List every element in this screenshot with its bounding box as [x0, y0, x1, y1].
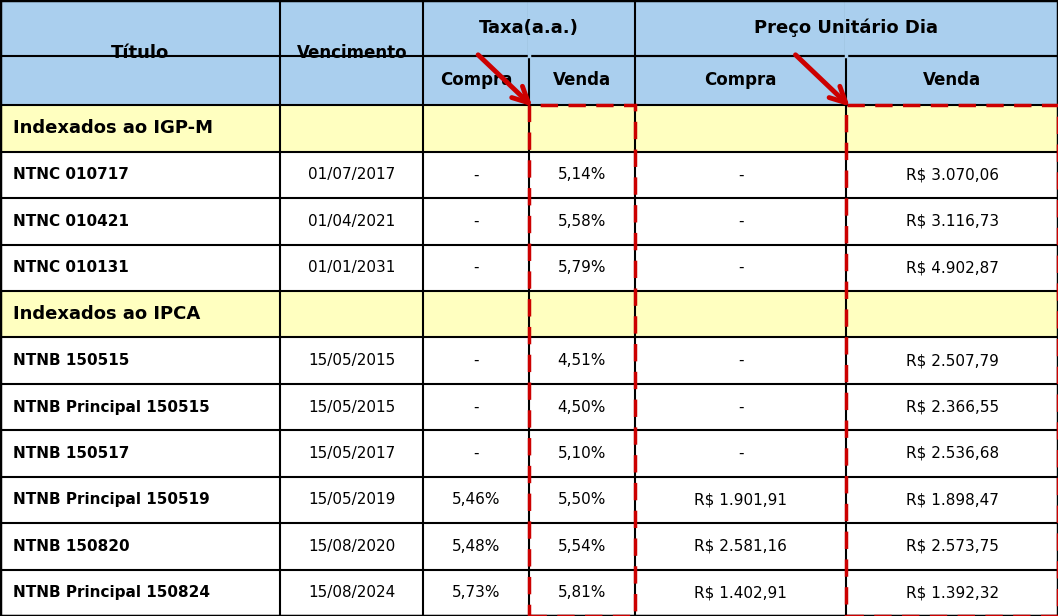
Bar	[0, 105, 1058, 152]
Bar	[0, 570, 1058, 616]
Text: Taxa(a.a.): Taxa(a.a.)	[479, 19, 579, 37]
Text: R$ 3.116,73: R$ 3.116,73	[906, 214, 999, 229]
Text: NTNC 010717: NTNC 010717	[13, 168, 129, 182]
Text: Indexados ao IPCA: Indexados ao IPCA	[13, 305, 200, 323]
Text: 01/04/2021: 01/04/2021	[308, 214, 396, 229]
Text: 5,81%: 5,81%	[558, 585, 606, 600]
Bar	[0, 55, 1058, 105]
Text: NTNB 150517: NTNB 150517	[13, 446, 129, 461]
Text: Preço Unitário Dia: Preço Unitário Dia	[754, 18, 938, 37]
Bar	[846, 105, 1058, 616]
Bar	[0, 430, 1058, 477]
Text: -: -	[737, 260, 744, 275]
Text: -: -	[737, 353, 744, 368]
Text: NTNB Principal 150519: NTNB Principal 150519	[13, 492, 209, 508]
Text: -: -	[473, 260, 479, 275]
Bar	[0, 291, 1058, 338]
Text: 5,14%: 5,14%	[558, 168, 606, 182]
Text: NTNB 150820: NTNB 150820	[13, 539, 129, 554]
Text: 5,58%: 5,58%	[558, 214, 606, 229]
Bar	[0, 198, 1058, 245]
Text: R$ 1.898,47: R$ 1.898,47	[906, 492, 999, 508]
Bar	[0, 245, 1058, 291]
Text: 5,50%: 5,50%	[558, 492, 606, 508]
Text: Vencimento: Vencimento	[296, 44, 407, 62]
Text: Venda: Venda	[553, 71, 610, 89]
Text: 5,79%: 5,79%	[558, 260, 606, 275]
Text: 5,46%: 5,46%	[452, 492, 500, 508]
Text: 5,54%: 5,54%	[558, 539, 606, 554]
Text: -: -	[473, 446, 479, 461]
Bar	[0, 384, 1058, 430]
Text: 4,50%: 4,50%	[558, 400, 606, 415]
Text: -: -	[473, 168, 479, 182]
Text: NTNB Principal 150824: NTNB Principal 150824	[13, 585, 209, 600]
Text: -: -	[737, 214, 744, 229]
Text: 5,48%: 5,48%	[452, 539, 500, 554]
Bar	[0, 523, 1058, 570]
Text: 01/07/2017: 01/07/2017	[308, 168, 396, 182]
Text: 5,10%: 5,10%	[558, 446, 606, 461]
Text: R$ 2.507,79: R$ 2.507,79	[906, 353, 999, 368]
Bar	[0, 338, 1058, 384]
Text: Venda: Venda	[924, 71, 981, 89]
Text: -: -	[737, 400, 744, 415]
Text: R$ 2.573,75: R$ 2.573,75	[906, 539, 999, 554]
Text: R$ 2.536,68: R$ 2.536,68	[906, 446, 999, 461]
Text: NTNB Principal 150515: NTNB Principal 150515	[13, 400, 209, 415]
Text: Compra: Compra	[440, 71, 512, 89]
Text: 15/05/2015: 15/05/2015	[308, 400, 396, 415]
Text: R$ 2.581,16: R$ 2.581,16	[694, 539, 787, 554]
Text: Indexados ao IGP-M: Indexados ao IGP-M	[13, 120, 213, 137]
Text: R$ 1.392,32: R$ 1.392,32	[906, 585, 999, 600]
Text: 4,51%: 4,51%	[558, 353, 606, 368]
Text: -: -	[473, 214, 479, 229]
Text: -: -	[473, 400, 479, 415]
Text: Compra: Compra	[705, 71, 777, 89]
Text: -: -	[473, 353, 479, 368]
Text: -: -	[737, 446, 744, 461]
Text: R$ 2.366,55: R$ 2.366,55	[906, 400, 999, 415]
Text: 5,73%: 5,73%	[452, 585, 500, 600]
Bar	[0, 477, 1058, 523]
Text: 15/05/2019: 15/05/2019	[308, 492, 396, 508]
Text: R$ 4.902,87: R$ 4.902,87	[906, 260, 999, 275]
Text: 15/08/2020: 15/08/2020	[308, 539, 396, 554]
Bar	[529, 105, 635, 616]
Text: NTNC 010131: NTNC 010131	[13, 260, 128, 275]
Text: 15/05/2015: 15/05/2015	[308, 353, 396, 368]
Text: 15/05/2017: 15/05/2017	[308, 446, 396, 461]
Text: R$ 1.901,91: R$ 1.901,91	[694, 492, 787, 508]
Text: 15/08/2024: 15/08/2024	[308, 585, 396, 600]
Text: 01/01/2031: 01/01/2031	[308, 260, 396, 275]
Text: Título: Título	[111, 44, 169, 62]
Text: -: -	[737, 168, 744, 182]
Bar	[0, 152, 1058, 198]
Text: NTNB 150515: NTNB 150515	[13, 353, 129, 368]
Text: R$ 3.070,06: R$ 3.070,06	[906, 168, 999, 182]
Bar	[0, 0, 1058, 55]
Text: R$ 1.402,91: R$ 1.402,91	[694, 585, 787, 600]
Text: NTNC 010421: NTNC 010421	[13, 214, 129, 229]
